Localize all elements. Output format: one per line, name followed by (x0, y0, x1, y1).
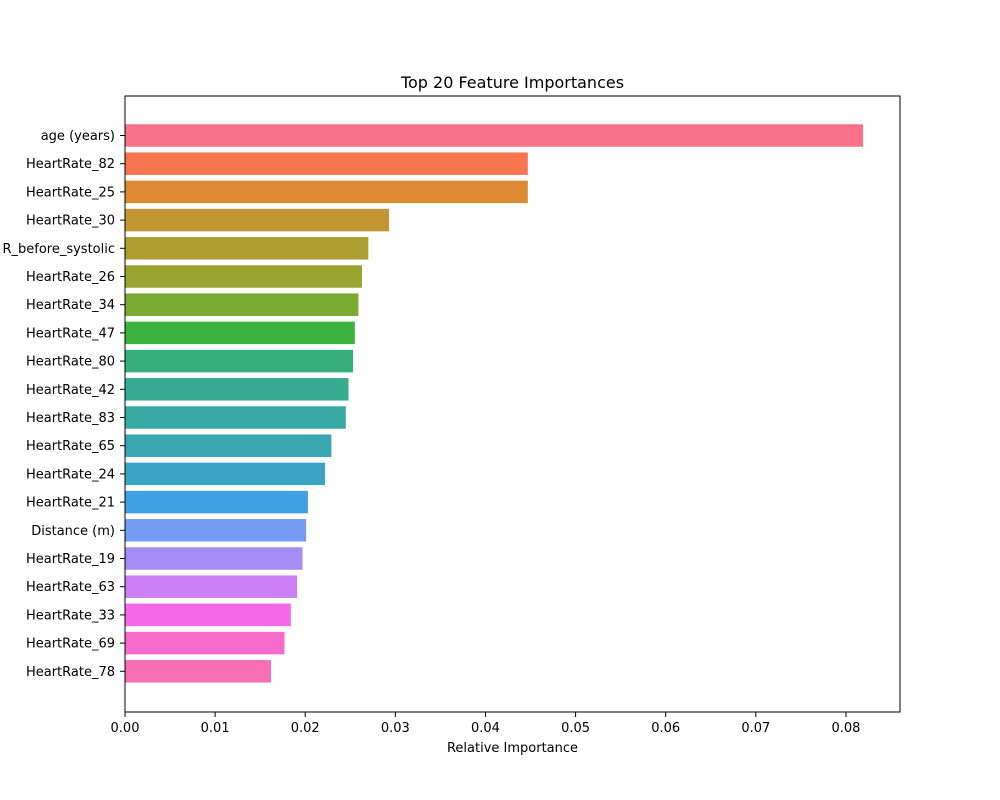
bar (125, 434, 332, 457)
bar (125, 603, 291, 627)
y-tick-label: HeartRate_30 (26, 214, 115, 229)
y-tick-label: R_before_systolic (2, 242, 115, 257)
x-tick-label: 0.00 (111, 721, 140, 736)
bar (125, 237, 369, 260)
y-tick-label: HeartRate_82 (26, 157, 115, 172)
y-ticks-layer: age (years) HeartRate_82 HeartRate_25 Heart… (2, 129, 125, 680)
y-tick-label: HeartRate_26 (26, 270, 115, 285)
bar (125, 208, 390, 232)
bar (125, 293, 359, 316)
bar (125, 152, 528, 175)
y-tick-label: age (years) (41, 129, 115, 144)
bar (125, 265, 363, 288)
y-tick-label: HeartRate_80 (26, 355, 115, 370)
bar (125, 180, 528, 204)
y-tick-label: HeartRate_42 (26, 383, 115, 398)
x-tick-label: 0.04 (471, 721, 500, 736)
x-axis-label: Relative Importance (447, 741, 578, 756)
chart-title: Top 20 Feature Importances (400, 73, 624, 92)
bar (125, 406, 346, 429)
y-tick-label: HeartRate_47 (26, 326, 115, 341)
y-tick-label: HeartRate_25 (26, 185, 115, 200)
x-tick-label: 0.03 (381, 721, 410, 736)
bars-layer (125, 124, 864, 683)
y-tick-label: HeartRate_19 (26, 552, 115, 567)
x-ticks-layer: 0.00 0.01 0.02 0.03 0.04 0.05 0.06 0.07 0.08 (111, 712, 860, 736)
y-tick-label: HeartRate_65 (26, 439, 115, 454)
x-tick-label: 0.07 (741, 721, 770, 736)
y-tick-label: HeartRate_63 (26, 580, 115, 595)
x-tick-label: 0.05 (561, 721, 590, 736)
y-tick-label: Distance (m) (31, 524, 115, 539)
bar (125, 462, 326, 486)
bar (125, 575, 298, 598)
bar (125, 660, 271, 683)
y-tick-label: HeartRate_83 (26, 411, 115, 426)
x-tick-label: 0.08 (831, 721, 860, 736)
bar (125, 631, 285, 655)
bar (125, 378, 349, 401)
plot-frame (124, 95, 901, 713)
bar (125, 547, 303, 570)
bar (125, 349, 353, 373)
y-tick-label: HeartRate_24 (26, 467, 115, 482)
bar (125, 124, 864, 147)
y-tick-label: HeartRate_33 (26, 608, 115, 623)
y-tick-label: HeartRate_69 (26, 637, 115, 652)
y-tick-label: HeartRate_78 (26, 665, 115, 680)
bar (125, 519, 307, 542)
bar (125, 321, 355, 345)
bar (125, 490, 308, 514)
x-tick-label: 0.06 (651, 721, 680, 736)
y-tick-label: HeartRate_21 (26, 496, 115, 511)
y-tick-label: HeartRate_34 (26, 298, 115, 313)
x-tick-label: 0.01 (201, 721, 230, 736)
x-tick-label: 0.02 (291, 721, 320, 736)
